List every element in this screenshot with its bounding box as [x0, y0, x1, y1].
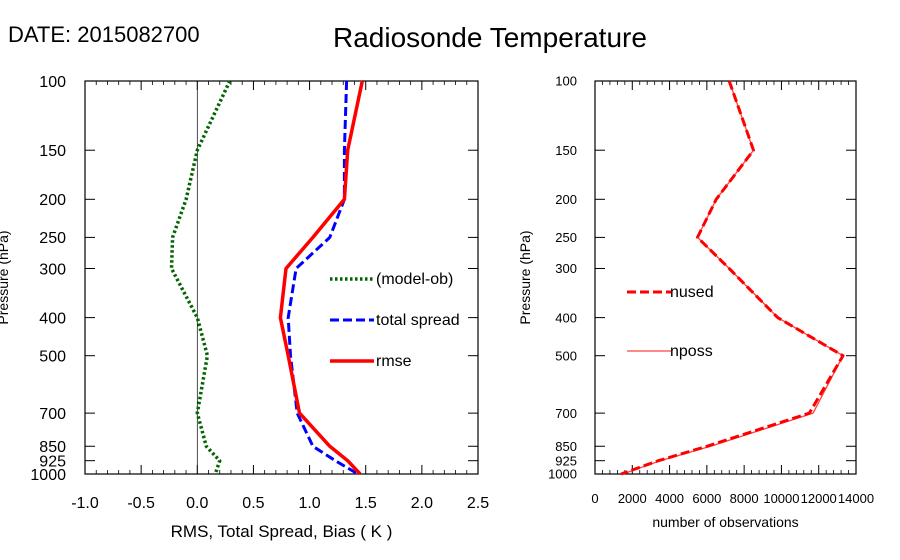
y-tick-label: 400 [39, 310, 66, 327]
x-tick-label: 8000 [730, 491, 759, 506]
x-tick-label: -1.0 [71, 495, 99, 512]
x-tick-label: 0.5 [242, 495, 264, 512]
legend-label: (model-ob) [376, 271, 453, 288]
x-axis-label: number of observations [652, 514, 798, 530]
y-tick-label: 500 [39, 348, 66, 365]
y-tick-label: 400 [555, 310, 577, 325]
x-tick-label: 2000 [618, 491, 647, 506]
y-tick-label: 850 [555, 439, 577, 454]
y-tick-label: 300 [39, 261, 66, 278]
x-tick-label: 14000 [838, 491, 874, 506]
y-axis-label: Pressure (hPa) [0, 230, 11, 324]
x-tick-label: 6000 [692, 491, 721, 506]
y-tick-label: 300 [555, 261, 577, 276]
y-tick-label: 700 [39, 406, 66, 423]
y-tick-label: 200 [39, 192, 66, 209]
y-tick-label: 200 [555, 192, 577, 207]
x-axis-label: RMS, Total Spread, Bias ( K ) [171, 522, 393, 541]
x-tick-label: -0.5 [127, 495, 155, 512]
y-tick-label: 1000 [30, 467, 66, 484]
x-tick-label: 4000 [655, 491, 684, 506]
series-line-nposs [622, 80, 844, 475]
x-tick-label: 10000 [763, 491, 799, 506]
x-tick-label: 12000 [801, 491, 837, 506]
y-tick-label: 925 [39, 453, 66, 470]
series-line-nused [620, 80, 845, 476]
plot-frame [594, 80, 857, 475]
y-tick-label: 850 [39, 439, 66, 456]
y-tick-label: 500 [555, 348, 577, 363]
legend-label: nposs [670, 343, 713, 360]
y-axis-label: Pressure (hPa) [517, 230, 533, 324]
y-tick-label: 150 [39, 143, 66, 160]
x-tick-label: 1.5 [355, 495, 377, 512]
y-tick-label: 250 [39, 230, 66, 247]
series-line-modelob [169, 80, 232, 475]
y-tick-label: 925 [555, 453, 577, 468]
y-tick-label: 1000 [548, 467, 577, 482]
plot-frame [84, 80, 479, 475]
date-label: DATE: 2015082700 [8, 22, 200, 47]
y-tick-label: 700 [555, 406, 577, 421]
x-tick-label: 1.0 [298, 495, 320, 512]
legend-label: rmse [376, 353, 412, 370]
y-tick-label: 150 [555, 143, 577, 158]
legend-label: nused [670, 284, 714, 301]
legend-label: total spread [376, 312, 460, 329]
figure-title: Radiosonde Temperature [333, 22, 647, 53]
series-line-rmse [278, 80, 365, 476]
y-tick-label: 100 [555, 74, 577, 89]
y-tick-label: 100 [39, 74, 66, 91]
x-tick-label: 0 [591, 491, 598, 506]
x-tick-label: 2.0 [411, 495, 433, 512]
series-line-totalspread [286, 80, 359, 476]
x-tick-label: 0.0 [186, 495, 208, 512]
x-tick-label: 2.5 [467, 495, 489, 512]
y-tick-label: 250 [555, 230, 577, 245]
